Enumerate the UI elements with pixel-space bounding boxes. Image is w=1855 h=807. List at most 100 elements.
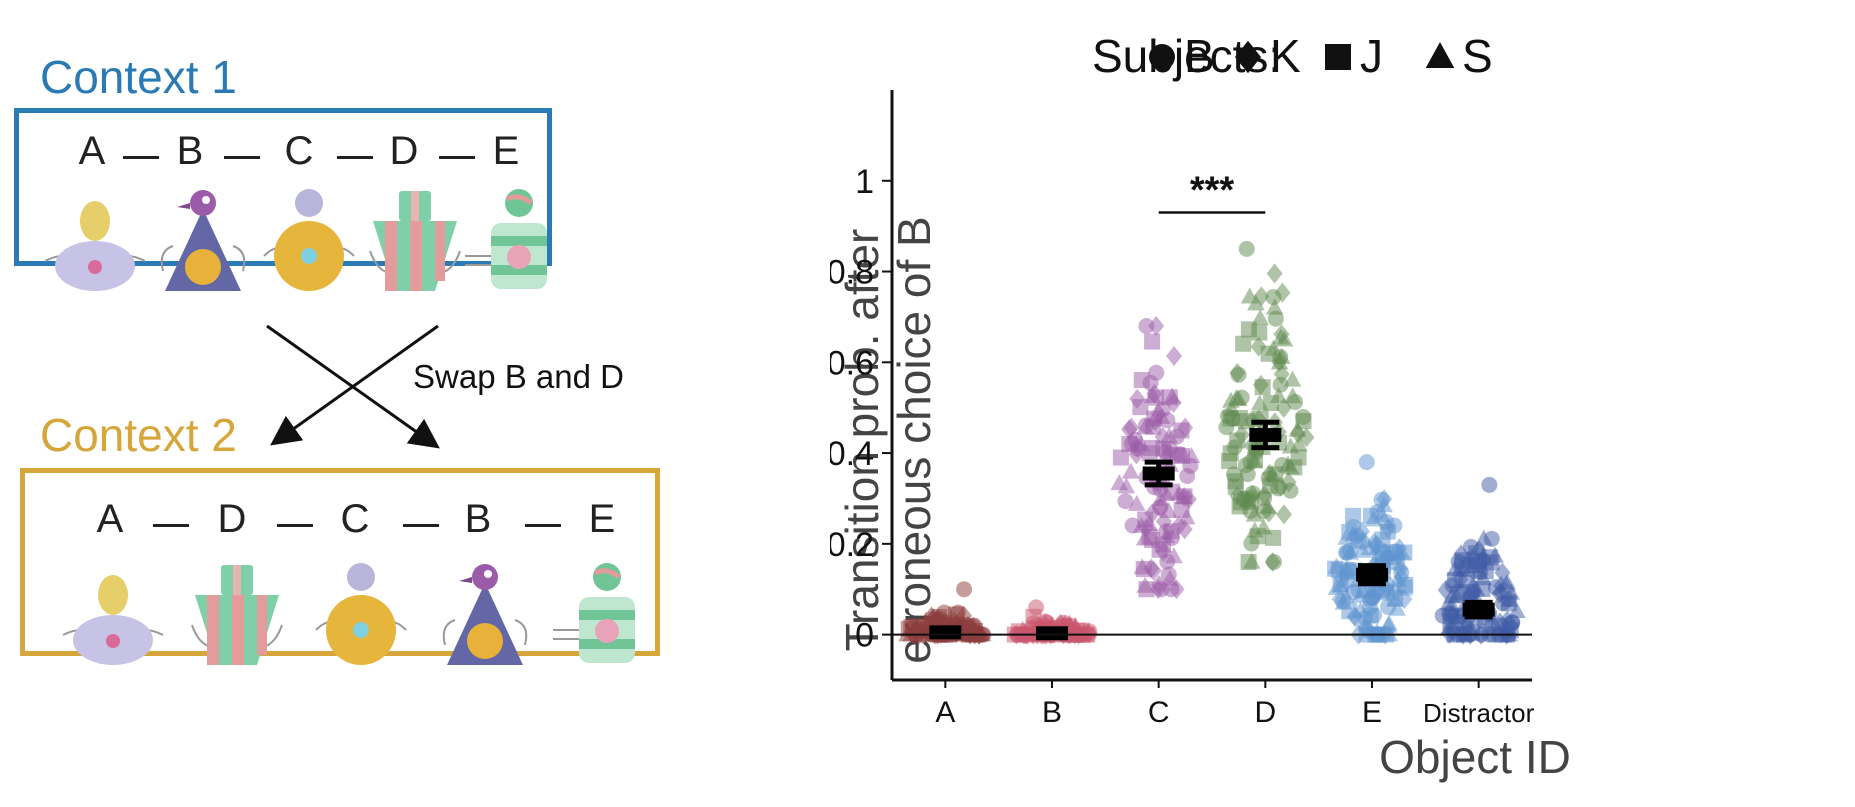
legend-label-K: K bbox=[1270, 30, 1301, 82]
data-point bbox=[1235, 335, 1252, 352]
data-point bbox=[1171, 515, 1188, 536]
data-point bbox=[1158, 444, 1176, 461]
y-tick-label: 0.6 bbox=[830, 344, 874, 382]
data-point bbox=[1135, 529, 1154, 546]
yellow-ball-creature-icon bbox=[301, 555, 421, 670]
data-point bbox=[1133, 558, 1152, 575]
sequence-link bbox=[277, 524, 313, 527]
y-axis-ticks: 0 0.2 0.4 0.6 0.8 1 bbox=[827, 163, 892, 655]
x-tick-label: C bbox=[1148, 696, 1170, 729]
data-point bbox=[1369, 504, 1386, 521]
data-point bbox=[1240, 321, 1257, 338]
data-point bbox=[1254, 379, 1271, 396]
striped-funnel-creature-icon bbox=[177, 555, 297, 670]
data-point bbox=[1388, 599, 1406, 616]
data-point bbox=[1245, 505, 1264, 522]
data-point bbox=[1148, 316, 1165, 336]
data-point bbox=[1240, 287, 1259, 304]
data-point bbox=[1483, 618, 1500, 635]
lavender-egg-creature-icon bbox=[53, 555, 173, 670]
points-C bbox=[1110, 316, 1201, 600]
y-tick-label: 0.8 bbox=[830, 254, 874, 292]
data-point bbox=[1358, 454, 1375, 471]
data-point bbox=[1396, 589, 1413, 610]
x-axis-ticks: A B C D E Distractor bbox=[935, 680, 1535, 729]
data-point bbox=[1123, 417, 1140, 438]
data-point bbox=[1474, 547, 1493, 564]
data-point bbox=[1138, 417, 1155, 434]
data-point bbox=[1238, 240, 1255, 257]
data-point bbox=[1345, 507, 1362, 524]
context-1-item-4: D bbox=[389, 129, 419, 173]
data-point bbox=[923, 606, 940, 627]
striped-funnel-creature-icon bbox=[355, 181, 475, 296]
data-point bbox=[1500, 591, 1517, 608]
sequence-link bbox=[224, 156, 260, 159]
data-point bbox=[1226, 439, 1243, 456]
data-point bbox=[1261, 463, 1278, 484]
points-E bbox=[1327, 454, 1414, 645]
task-schematic: Context 1 A B C D E bbox=[0, 0, 700, 802]
data-point bbox=[1233, 424, 1250, 445]
y-axis-label-line-2: erroneous choice of B bbox=[888, 216, 940, 664]
data-point bbox=[1137, 511, 1154, 528]
context-1-item-5: E bbox=[492, 129, 520, 173]
data-point bbox=[1264, 339, 1283, 356]
arrow-d-to-b bbox=[270, 324, 439, 446]
data-point bbox=[956, 581, 973, 598]
data-point bbox=[1147, 389, 1164, 406]
legend-marker-square bbox=[1325, 44, 1351, 70]
data-point bbox=[1290, 449, 1307, 466]
data-point bbox=[1243, 535, 1260, 552]
data-point bbox=[1121, 436, 1138, 453]
data-point bbox=[1341, 603, 1358, 620]
data-point bbox=[1474, 569, 1493, 586]
swap-label: Swap B and D bbox=[413, 358, 624, 395]
legend-marker-triangle bbox=[1425, 42, 1455, 69]
data-point bbox=[1272, 376, 1289, 393]
data-point bbox=[1173, 501, 1190, 518]
x-tick-label: D bbox=[1254, 696, 1276, 729]
data-point bbox=[1339, 544, 1356, 561]
legend-marker-circle bbox=[1149, 44, 1175, 70]
data-point bbox=[1176, 487, 1193, 508]
context-1-item-3: C bbox=[284, 129, 314, 173]
x-tick-label: A bbox=[935, 696, 955, 729]
x-axis-label: Object ID bbox=[1379, 731, 1571, 783]
data-point bbox=[1242, 552, 1261, 569]
data-point bbox=[1443, 596, 1461, 613]
points-D bbox=[1218, 240, 1315, 572]
data-point bbox=[1161, 389, 1178, 406]
swap-arrows bbox=[266, 324, 440, 449]
data-point bbox=[1465, 582, 1482, 603]
data-point bbox=[1393, 543, 1411, 560]
data-point bbox=[1136, 576, 1154, 593]
data-point bbox=[1155, 541, 1172, 562]
data-point bbox=[1138, 318, 1155, 334]
context-1-box: A B C D E bbox=[14, 108, 552, 291]
data-point bbox=[1453, 557, 1470, 574]
data-point bbox=[1242, 493, 1259, 510]
sequence-link bbox=[337, 156, 373, 159]
data-point bbox=[947, 606, 964, 623]
sequence-link bbox=[123, 156, 159, 159]
sequence-link bbox=[525, 524, 561, 527]
data-point bbox=[1251, 308, 1270, 325]
data-point bbox=[1283, 370, 1302, 387]
data-point bbox=[1267, 310, 1284, 327]
y-tick-label: 0.2 bbox=[830, 526, 874, 564]
data-point bbox=[1227, 478, 1244, 495]
data-point bbox=[1361, 599, 1378, 616]
y-axis-label-line-1: Transition prob. after bbox=[836, 229, 888, 652]
data-point bbox=[1165, 547, 1183, 564]
context-2-item-5: E bbox=[588, 497, 616, 541]
context-2-box: A D C B E bbox=[20, 468, 660, 665]
data-point bbox=[1223, 399, 1241, 416]
data-point bbox=[1337, 528, 1356, 545]
purple-cone-bird-icon bbox=[143, 181, 263, 296]
data-point bbox=[1225, 466, 1242, 483]
context-2-title: Context 2 bbox=[40, 409, 237, 461]
data-point bbox=[1151, 489, 1170, 506]
data-point bbox=[1117, 493, 1134, 510]
data-point bbox=[1142, 374, 1159, 391]
